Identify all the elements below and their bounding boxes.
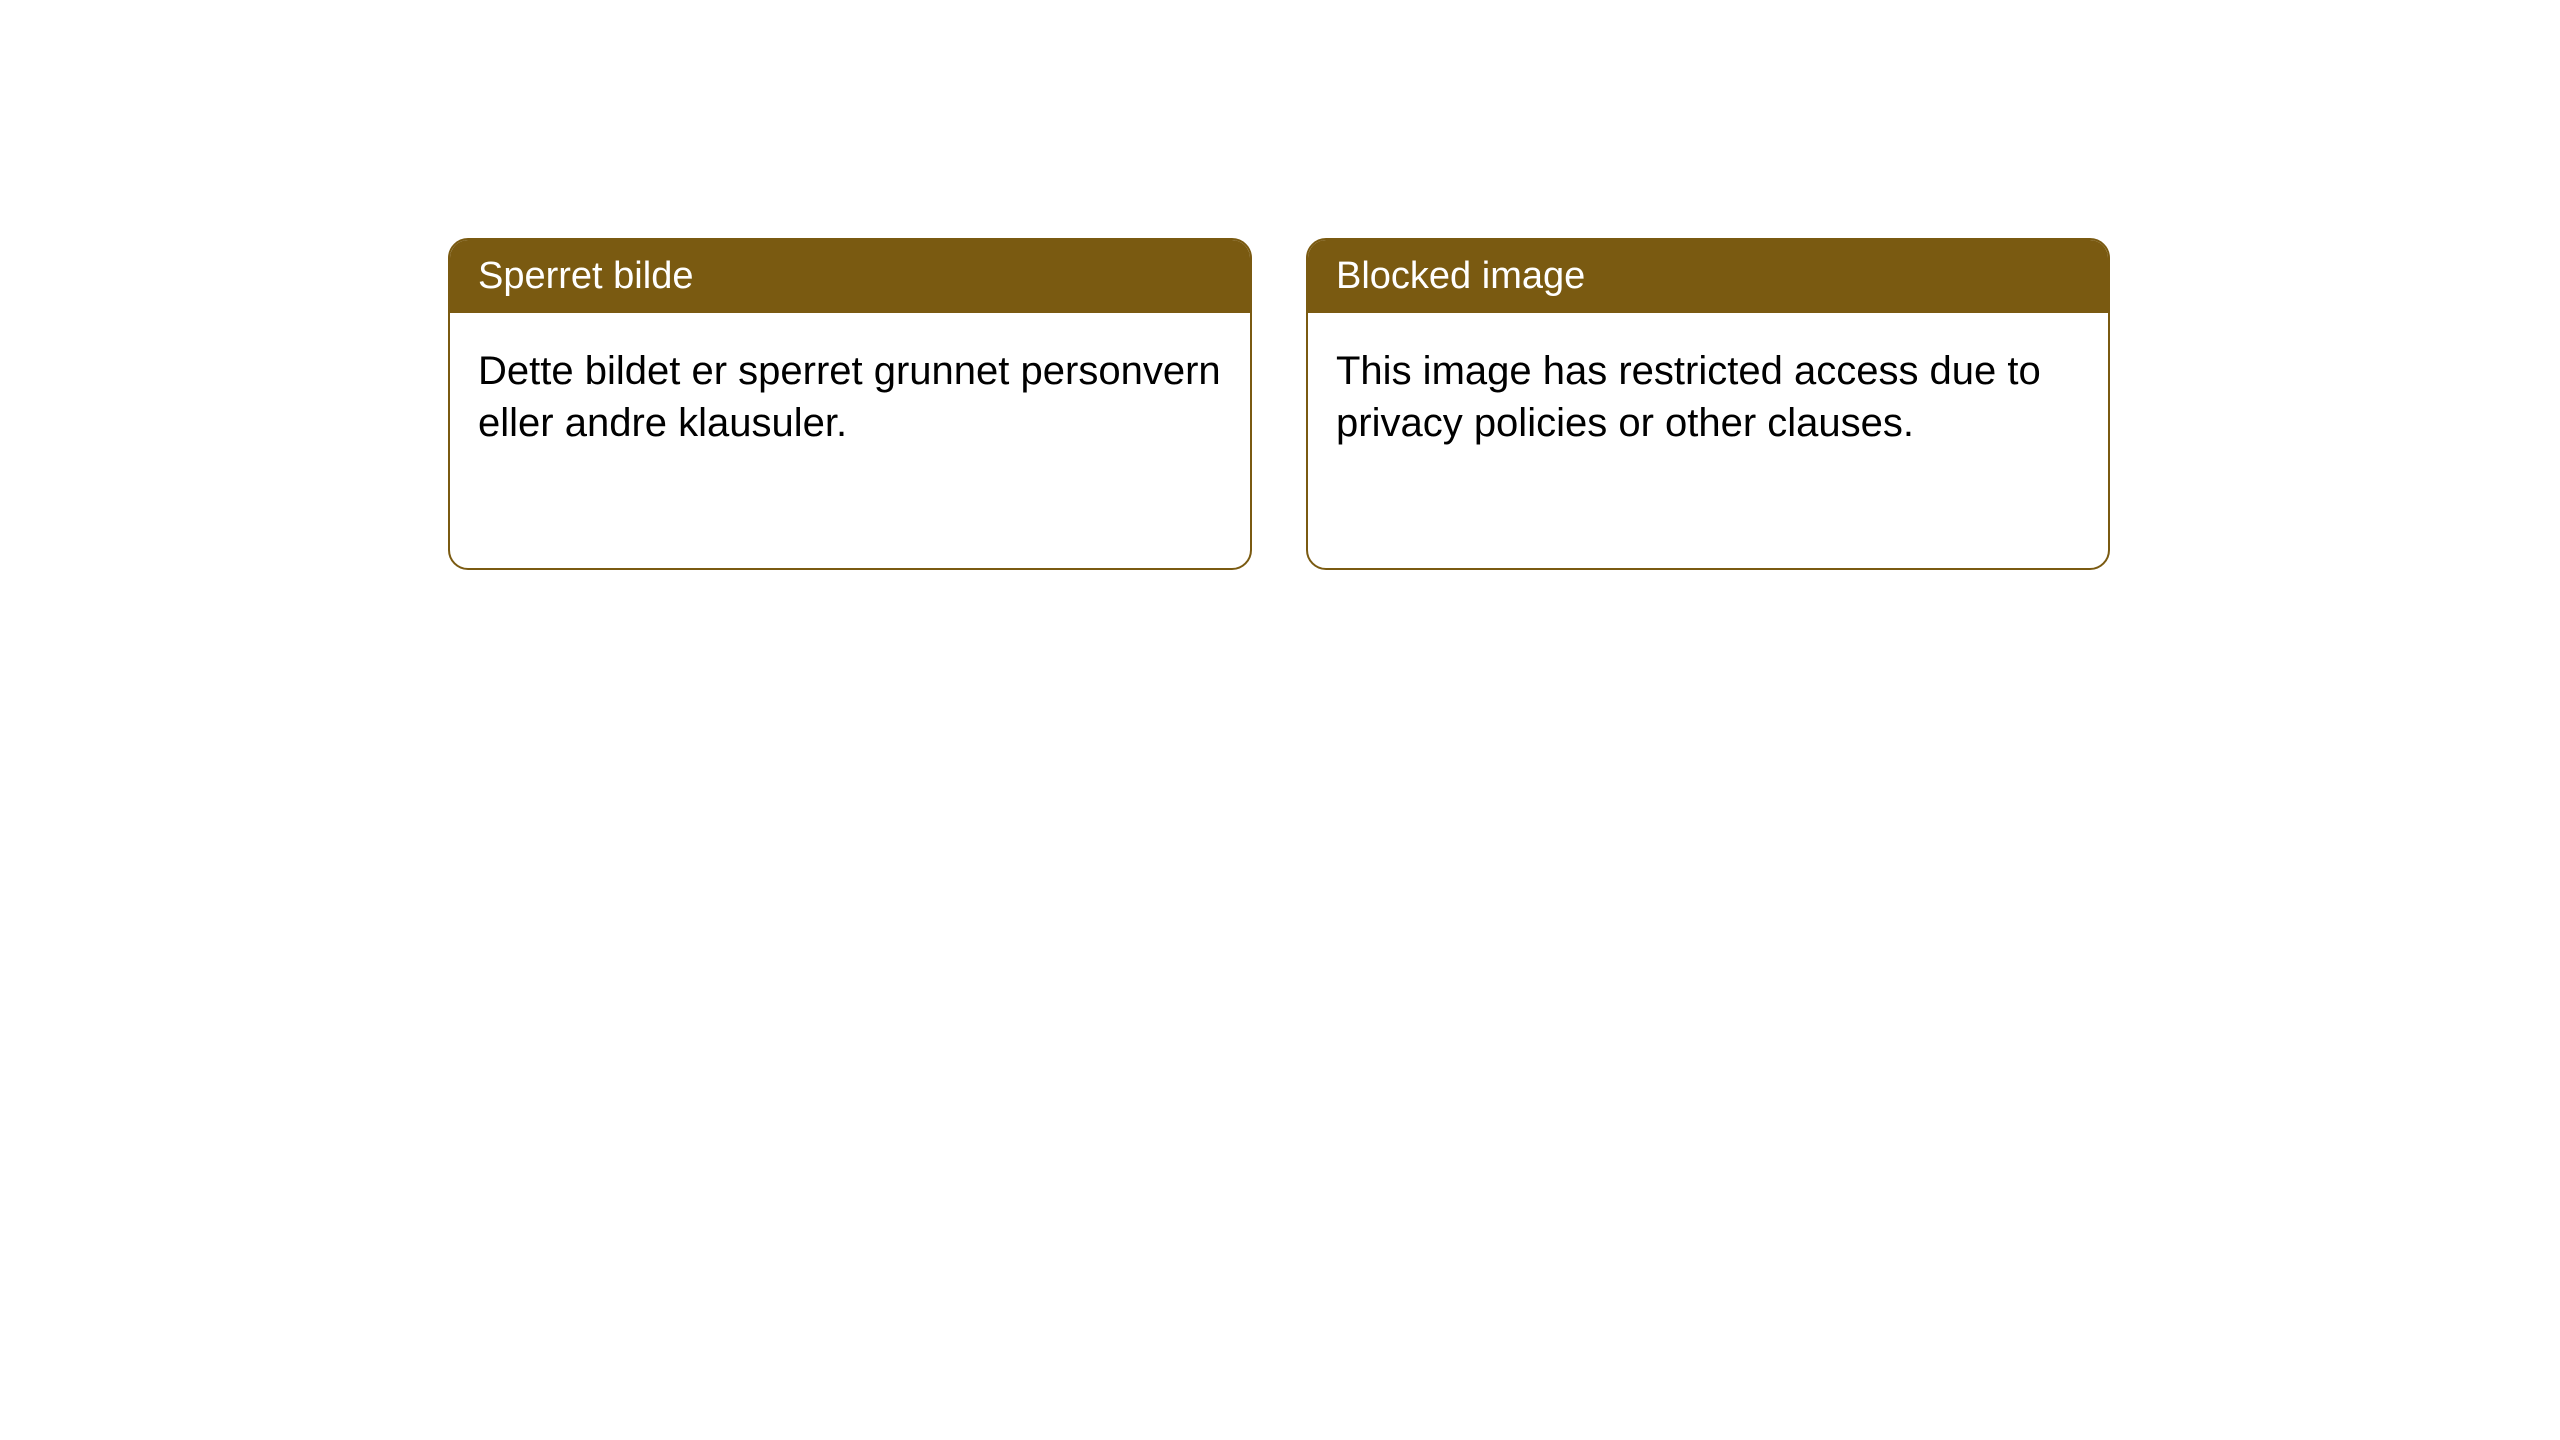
panel-header: Sperret bilde <box>450 240 1250 313</box>
blocked-image-panel-en: Blocked image This image has restricted … <box>1306 238 2110 570</box>
panels-container: Sperret bilde Dette bildet er sperret gr… <box>0 0 2560 570</box>
panel-header: Blocked image <box>1308 240 2108 313</box>
panel-body: Dette bildet er sperret grunnet personve… <box>450 313 1250 481</box>
panel-body: This image has restricted access due to … <box>1308 313 2108 481</box>
blocked-image-panel-no: Sperret bilde Dette bildet er sperret gr… <box>448 238 1252 570</box>
